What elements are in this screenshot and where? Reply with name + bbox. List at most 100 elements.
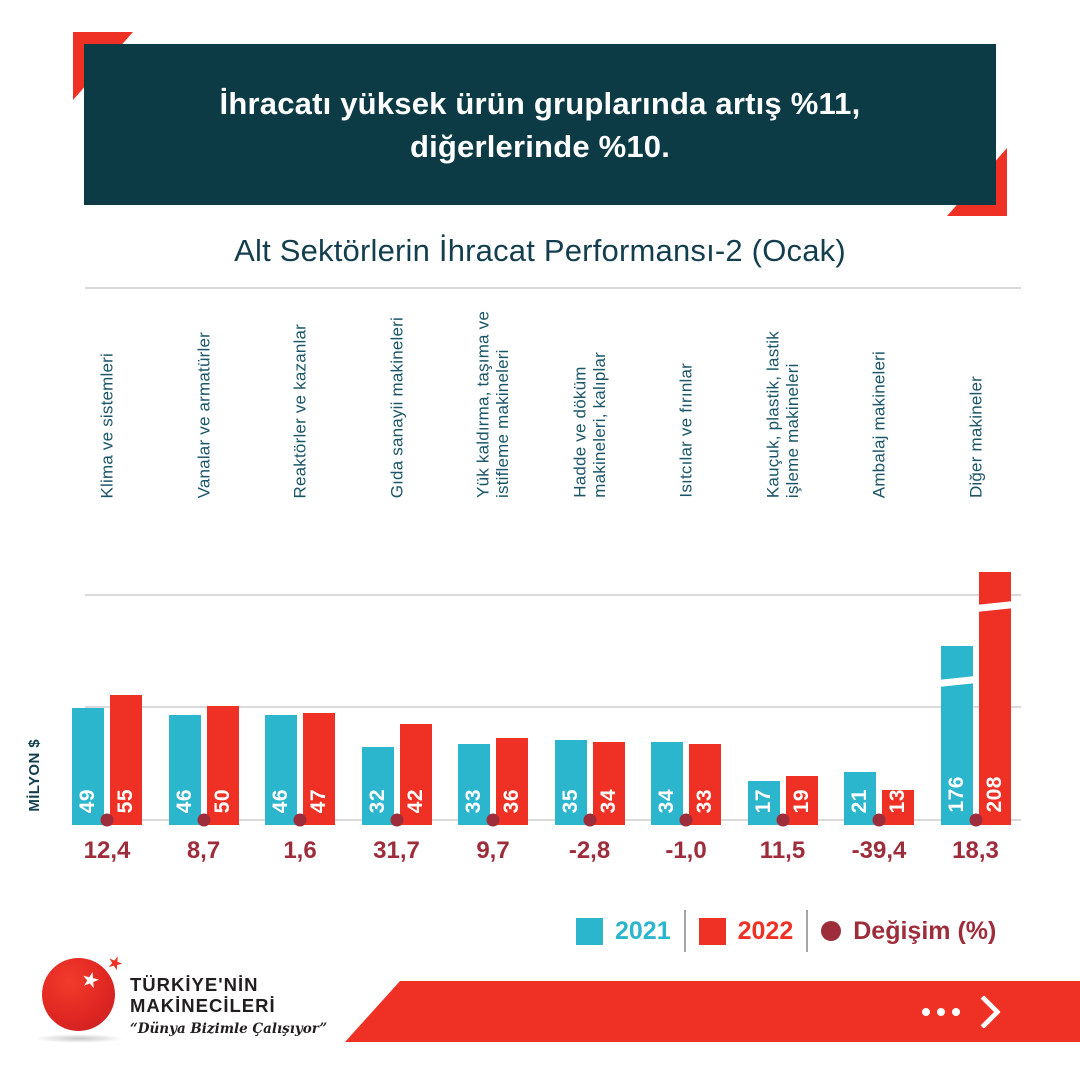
bar-2021: 33	[458, 744, 490, 825]
bar-2022: 19	[785, 776, 818, 825]
change-value: -1,0	[665, 837, 707, 864]
bar-2021: 32	[361, 747, 394, 825]
brand-block: TÜRKİYE'NİN MAKİNECİLERİ “Dünya Bizimle …	[130, 974, 328, 1037]
legend-label: Değişim (%)	[853, 916, 997, 945]
bar-2021: 176	[938, 646, 975, 825]
change-value: 9,7	[476, 837, 510, 864]
bar-2022: 36	[496, 738, 528, 825]
change-dot	[583, 813, 596, 827]
category-label: Yük kaldırma, taşıma ve istifleme makine…	[473, 311, 513, 498]
bar-value: 49	[76, 788, 99, 813]
bar-2021: 17	[747, 781, 780, 825]
change-value: 1,6	[283, 837, 317, 864]
change-dot	[679, 813, 693, 827]
bar-value: 55	[114, 788, 137, 813]
bar-2022: 50	[206, 706, 239, 825]
bar-2021: 46	[265, 715, 297, 825]
change-dot	[293, 813, 307, 827]
legend-item: 2022	[698, 916, 794, 946]
category-label: Reaktörler ve kazanlar	[290, 323, 310, 498]
change-dot	[197, 813, 210, 827]
bar-2022: 33	[689, 744, 721, 825]
change-value: 8,7	[186, 837, 221, 864]
bar-2021: 34	[651, 742, 683, 825]
bar-value: 34	[596, 788, 620, 813]
brand-slogan: “Dünya Bizimle Çalışıyor”	[130, 1021, 328, 1037]
bar-value: 13	[886, 788, 909, 813]
change-value: 31,7	[373, 837, 420, 864]
bar-2022: 34	[592, 742, 625, 825]
bar-2022: 55	[110, 695, 142, 825]
bar-value: 33	[693, 788, 716, 813]
chart-title: Alt Sektörlerin İhracat Performansı-2 (O…	[234, 233, 846, 268]
category-label: Ambalaj makineleri	[869, 350, 889, 498]
category-label: Klima ve sistemleri	[97, 352, 117, 499]
bar-value: 34	[655, 788, 678, 813]
bar-value: 32	[365, 788, 389, 813]
title-divider	[85, 287, 1021, 289]
chevron-right-icon[interactable]	[967, 994, 1001, 1029]
banner-arrow-group	[922, 981, 1001, 1042]
change-dot	[486, 813, 500, 827]
header-text: İhracatı yüksek ürün gruplarında artış %…	[219, 85, 861, 164]
category-label: Isıtcılar ve fırınlar	[676, 363, 696, 498]
bar-value: 35	[558, 788, 582, 813]
chart-legend: 2021 2022 Değişim (%)	[576, 909, 996, 953]
ellipsis-icon	[922, 1007, 930, 1016]
bar-value: 176	[944, 776, 968, 813]
bar-value: 33	[462, 788, 485, 813]
legend-divider	[806, 910, 809, 952]
gridline	[85, 594, 1021, 596]
change-value: 18,3	[952, 837, 999, 864]
legend-marker-square	[698, 917, 726, 945]
brand-line-1: TÜRKİYE'NİN	[130, 974, 259, 995]
bar-2022: 13	[882, 788, 914, 825]
axis-break	[976, 601, 1013, 612]
bar-2022: 208	[976, 572, 1013, 825]
logo-shadow	[34, 1034, 124, 1043]
change-dot	[969, 813, 982, 827]
category-label: Hadde ve döküm makineleri, kalıplar	[570, 352, 609, 498]
y-axis-label: MİLYON $	[26, 739, 43, 812]
change-value: -39,4	[851, 837, 907, 864]
ellipsis-icon	[952, 1007, 960, 1016]
legend-marker-circle	[821, 921, 842, 941]
ellipsis-icon	[937, 1007, 945, 1016]
bar-value: 47	[307, 788, 330, 813]
legend-item: Değişim (%)	[821, 917, 996, 946]
bar-value: 36	[500, 788, 523, 813]
axis-break	[938, 676, 975, 687]
bar-2022: 42	[399, 724, 432, 825]
legend-item: 2021	[576, 917, 671, 946]
bar-2021: 21	[844, 772, 876, 825]
gridline	[85, 819, 1021, 821]
bar-value: 46	[269, 788, 292, 813]
header-banner: İhracatı yüksek ürün gruplarında artış %…	[84, 44, 996, 205]
bar-value: 50	[210, 788, 234, 813]
bar-value: 21	[848, 788, 871, 813]
bar-value: 208	[982, 776, 1006, 813]
legend-label: 2021	[615, 916, 671, 945]
category-label: Diğer makineler	[965, 375, 985, 498]
bar-2021: 49	[72, 708, 104, 825]
legend-marker-square	[576, 917, 603, 945]
change-dot	[872, 813, 886, 827]
legend-label: 2022	[737, 916, 794, 945]
change-dot	[776, 813, 789, 827]
bar-value: 46	[172, 788, 196, 813]
gridline	[85, 706, 1021, 708]
change-value: -2,8	[568, 837, 611, 864]
category-label: Gıda sanayii makineleri	[386, 316, 406, 498]
red-ball-logo	[42, 958, 115, 1031]
change-value: 12,4	[83, 837, 131, 864]
bar-value: 17	[751, 788, 775, 813]
bar-2021: 35	[554, 740, 587, 825]
category-label: Vanalar ve armatürler	[193, 331, 213, 498]
category-label: Kauçuk, plastik, lastik işleme makineler…	[763, 330, 802, 498]
change-value: 11,5	[759, 837, 806, 864]
change-dot	[100, 813, 114, 827]
bar-value: 19	[789, 788, 813, 813]
bar-2022: 47	[303, 713, 335, 825]
